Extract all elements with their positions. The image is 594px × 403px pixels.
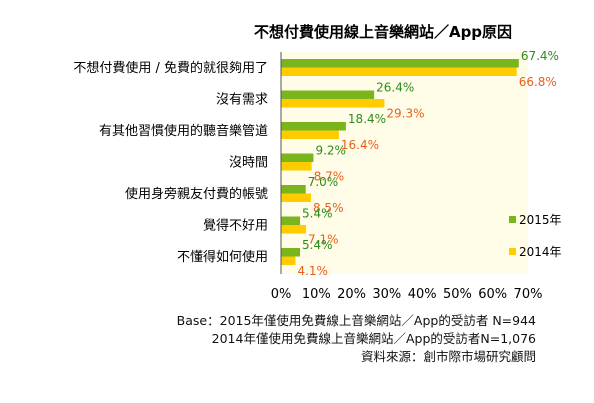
bar-2015 [281,90,375,99]
x-tick-label: 20% [337,287,366,302]
value-label-2015: 26.4% [376,81,414,95]
bar-2015 [281,185,306,194]
bar-2014 [281,193,311,202]
legend-label: 2014年 [519,245,562,259]
value-label-2015: 67.4% [521,49,559,63]
value-label-2014: 16.4% [341,138,379,152]
footnote-base-2014: 2014年僅使用免費線上音樂網站／App的受訪者N=1,076 [211,331,536,346]
x-tick-label: 40% [408,287,437,302]
bar-2015 [281,248,301,257]
category-label: 沒時間 [229,156,268,171]
category-label: 沒有需求 [216,93,268,108]
bar-2014 [281,256,296,265]
value-label-2014: 29.3% [386,107,424,121]
x-tick-label: 0% [271,287,292,302]
value-label-2015: 7.0% [308,175,339,189]
bar-2014 [281,162,312,171]
category-label: 使用身旁親友付費的帳號 [125,186,268,202]
x-tick-label: 60% [478,287,507,302]
legend-swatch [509,216,516,223]
value-label-2014: 4.1% [297,264,328,278]
bar-2014 [281,225,307,234]
category-label: 有其他習慣使用的聽音樂管道 [99,123,268,139]
value-label-2015: 9.2% [315,144,346,158]
bar-2015 [281,122,346,131]
chart-title: 不想付費使用線上音樂網站／App原因 [254,23,512,41]
legend-swatch [509,248,516,255]
x-tick-label: 10% [302,287,331,302]
bar-2014 [281,130,339,139]
bar-2015 [281,153,314,162]
value-label-2014: 66.8% [519,75,557,89]
footnote-base-2015: Base：2015年僅使用免費線上音樂網站／App的受訪者 N=944 [176,313,536,328]
x-tick-label: 30% [372,287,401,302]
value-label-2014: 7.1% [308,233,339,247]
bar-2014 [281,67,517,76]
value-label-2015: 5.4% [302,238,333,252]
category-label: 覺得不好用 [203,218,268,234]
legend-label: 2015年 [519,213,562,227]
bar-2015 [281,59,519,68]
plot-area [281,52,528,274]
x-tick-label: 50% [443,287,472,302]
category-label: 不想付費使用 / 免費的就很夠用了 [73,60,268,76]
x-tick-label: 70% [514,287,543,302]
value-label-2014: 8.7% [314,170,345,184]
value-label-2015: 5.4% [302,207,333,221]
bar-2015 [281,216,301,225]
value-label-2015: 18.4% [348,112,386,126]
value-label-2014: 8.5% [313,201,344,215]
footnote-source: 資料來源：創市際市場研究顧問 [360,349,536,364]
bar-2014 [281,99,385,108]
category-label: 不懂得如何使用 [177,249,268,265]
